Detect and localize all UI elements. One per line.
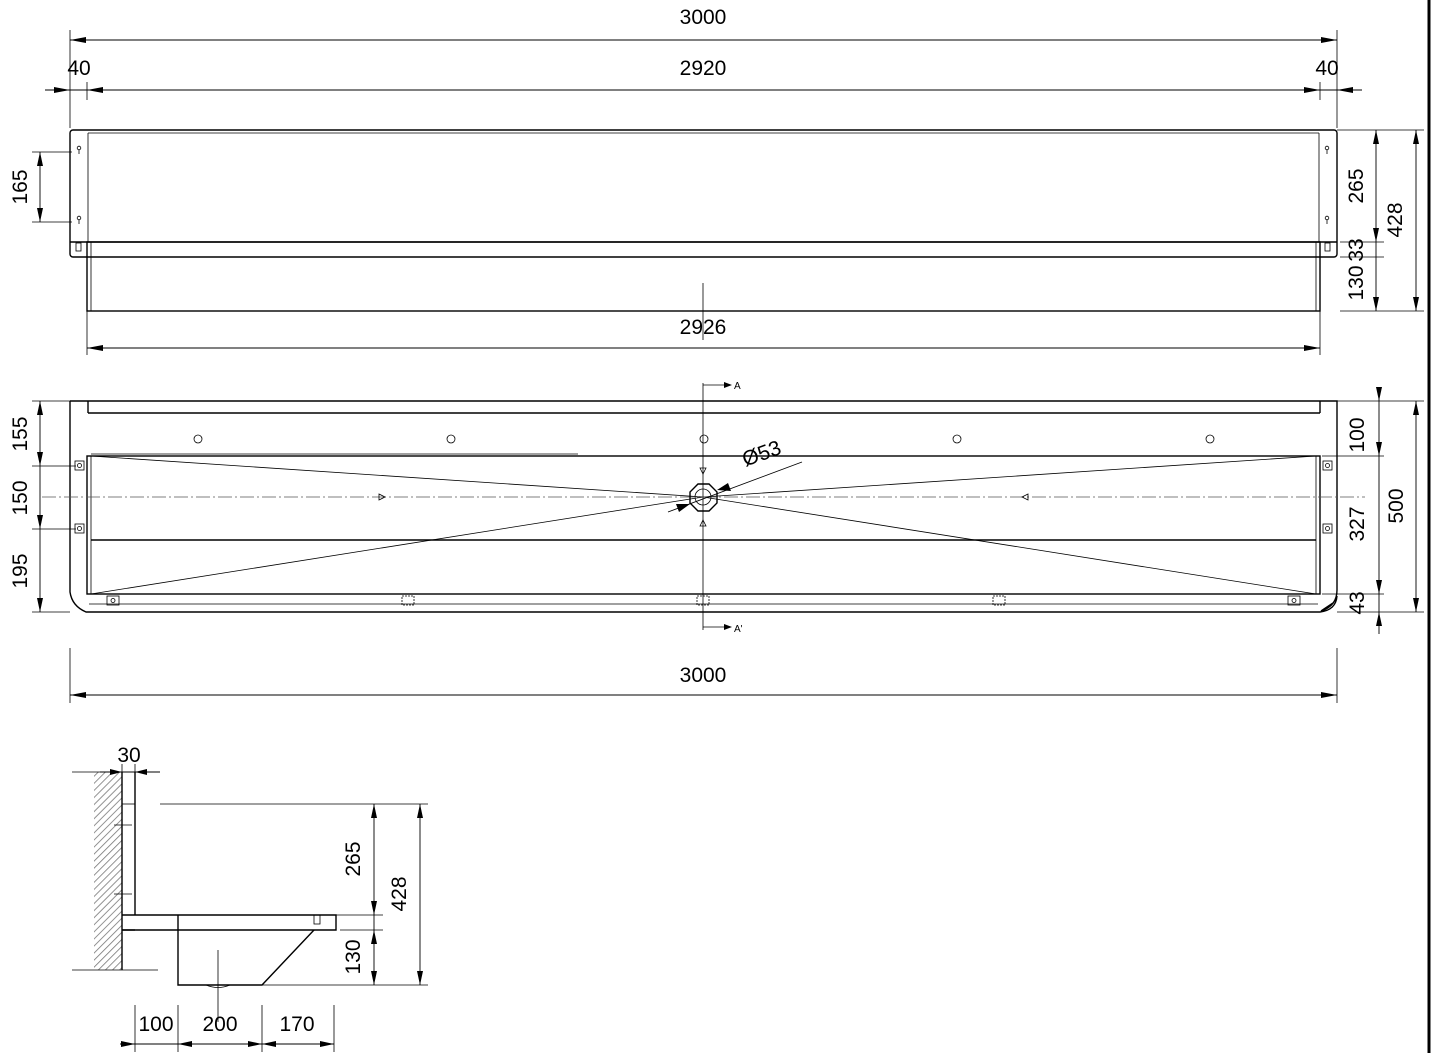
dim-500: 500 xyxy=(1385,488,1408,523)
dim-30: 30 xyxy=(117,744,140,767)
drain-icon xyxy=(667,383,803,630)
basin-inner xyxy=(86,455,1321,595)
dim-200-section: 200 xyxy=(202,1013,237,1036)
section-view: 30 265 428 130 100 200 170 xyxy=(72,744,428,1052)
dim-195: 195 xyxy=(9,553,32,588)
plan-view: Ø53 A A' 155 150 195 xyxy=(9,381,1424,703)
dim-40-left: 40 xyxy=(67,57,90,80)
top-view: 3000 2920 40 40 xyxy=(9,6,1424,355)
dim-265-section: 265 xyxy=(342,841,365,876)
flow-arrow-icon xyxy=(378,493,386,501)
channel-front xyxy=(86,241,1321,312)
dim-130-section: 130 xyxy=(342,939,365,974)
dim-100-section: 100 xyxy=(138,1013,173,1036)
dim-265-top: 265 xyxy=(1345,168,1368,203)
dim-2926: 2926 xyxy=(680,316,727,339)
dim-170-section: 170 xyxy=(279,1013,314,1036)
wall-hatch xyxy=(94,772,122,970)
section-mark-a: A xyxy=(734,381,741,392)
dim-428-top: 428 xyxy=(1384,202,1407,237)
section-mark-a-prime: A' xyxy=(734,624,743,635)
dim-130-top: 130 xyxy=(1345,265,1368,300)
dim-43: 43 xyxy=(1346,591,1369,614)
dim-100: 100 xyxy=(1346,417,1369,452)
dim-40-right: 40 xyxy=(1315,57,1338,80)
channel-section xyxy=(177,915,315,986)
dim-3000-bottom: 3000 xyxy=(680,664,727,687)
drain-diameter: Ø53 xyxy=(739,436,784,471)
tray-lip xyxy=(122,914,337,931)
keyhole-icon xyxy=(76,145,1330,224)
dim-33: 33 xyxy=(1345,238,1368,261)
flow-arrow-icon xyxy=(1021,493,1029,501)
bracket-icon xyxy=(74,460,1333,606)
tap-hole-icon xyxy=(193,434,1215,444)
dim-150: 150 xyxy=(9,480,32,515)
dim-2920: 2920 xyxy=(680,57,727,80)
dim-428-section: 428 xyxy=(388,876,411,911)
dim-165: 165 xyxy=(9,169,32,204)
dim-3000-top: 3000 xyxy=(680,6,727,29)
dim-327: 327 xyxy=(1346,506,1369,541)
dim-155: 155 xyxy=(9,416,32,451)
back-panel xyxy=(69,129,1338,258)
basin-outline xyxy=(69,400,1338,613)
